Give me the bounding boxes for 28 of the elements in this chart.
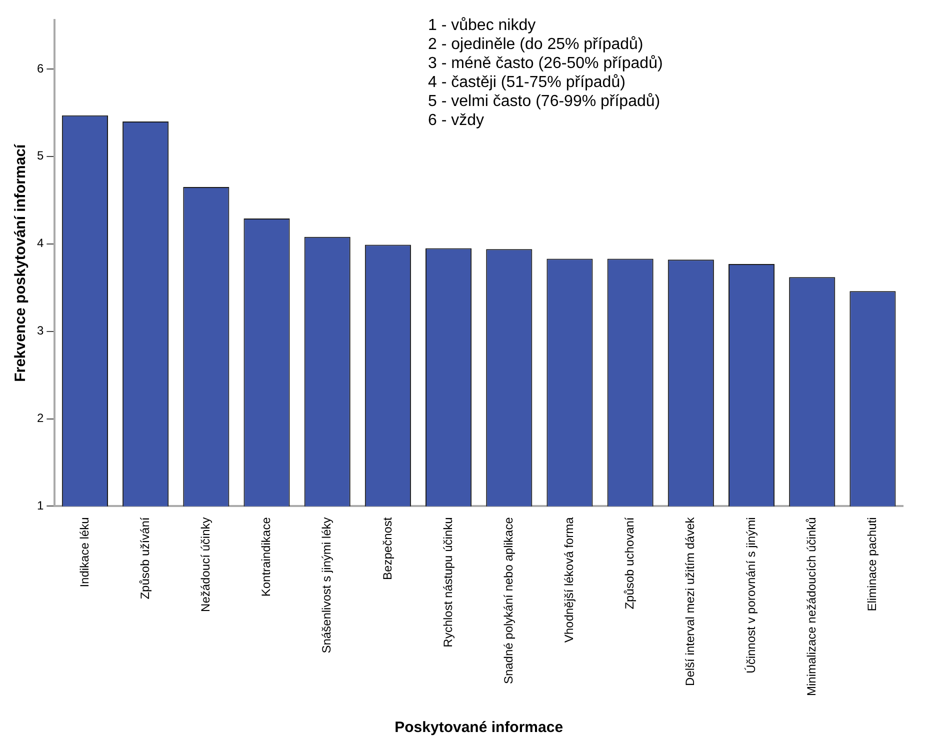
x-tick-label: Snášenlivost s jinými léky bbox=[320, 517, 334, 654]
y-tick-label: 1 bbox=[36, 498, 44, 513]
y-tick-label: 3 bbox=[36, 324, 44, 338]
x-tick-label: Bezpečnost bbox=[380, 516, 394, 580]
annotation: 6 - vždy bbox=[428, 111, 486, 130]
x-tick-label: Minimalizace nežádoucích účinků bbox=[804, 517, 818, 696]
x-tick-label: Rychlost nástupu účinku bbox=[440, 517, 455, 648]
x-tick-label: Snadné polykání nebo aplikace bbox=[501, 516, 516, 684]
y-tick-label: 2 bbox=[36, 411, 44, 426]
x-tick-label: Účinnost v porovnání s jinými bbox=[744, 517, 758, 674]
annotation: 5 - velmi často (76-99% případů) bbox=[428, 92, 662, 111]
annotation: 1 - vůbec nikdy bbox=[428, 16, 537, 35]
x-tick-label: Nežádoucí účinky bbox=[198, 517, 212, 612]
y-tick-label: 5 bbox=[36, 148, 44, 163]
x-tick-label: Kontraindikace bbox=[259, 516, 274, 597]
x-tick-label: Vhodnější léková forma bbox=[562, 516, 576, 643]
y-axis-title: Frekvence poskytování informací bbox=[12, 143, 30, 382]
x-tick-label: Indikace léku bbox=[77, 517, 92, 588]
annotation: 3 - méně často (26-50% případů) bbox=[428, 54, 663, 73]
annotation: 4 - častěji (51-75% případů) bbox=[428, 73, 626, 92]
annotation: 2 - ojediněle (do 25% případů) bbox=[428, 35, 644, 54]
x-axis-title: Poskytované informace bbox=[394, 719, 564, 736]
x-tick-label: Způsob užívání bbox=[138, 516, 152, 600]
x-tick-label: Způsob uchovaní bbox=[622, 516, 637, 610]
x-tick-label: Delší interval mezi užitím dávek bbox=[683, 516, 698, 686]
y-tick-label: 4 bbox=[36, 236, 44, 250]
y-tick-label: 6 bbox=[36, 61, 44, 76]
x-tick-label: Eliminace pachuti bbox=[865, 517, 880, 612]
